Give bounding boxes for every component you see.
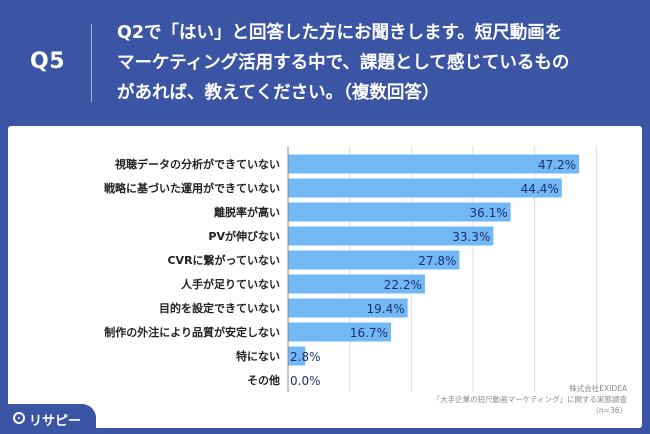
search-icon: [13, 412, 25, 424]
category-label: 離脱率が高い: [214, 205, 280, 219]
data-label: 2.8%: [290, 350, 321, 364]
category-label: 戦略に基づいた運用ができていない: [104, 181, 280, 195]
header-divider: [91, 24, 92, 102]
data-label: 33.3%: [452, 230, 490, 244]
data-label: 36.1%: [469, 206, 507, 220]
data-label: 47.2%: [538, 158, 576, 172]
question-text: Q2で「はい」と回答した方にお聞きします。短尺動画を マーケティング活用する中で…: [117, 18, 637, 108]
brand-logo-text: リサピー: [29, 414, 82, 429]
brand-logo: リサピー: [4, 404, 96, 434]
category-label: CVRに繋がっていない: [167, 253, 280, 267]
bar: [288, 202, 511, 222]
source-company: 株式会社EXIDEA: [569, 384, 627, 393]
source-sample: （n=36）: [591, 406, 627, 415]
data-label: 27.8%: [418, 254, 456, 268]
bar: [288, 346, 306, 366]
question-line-1: Q2で「はい」と回答した方にお聞きします。短尺動画を: [117, 23, 563, 43]
bar: [288, 274, 425, 294]
category-label: PVが伸びない: [208, 229, 280, 243]
category-label: 目的を設定できていない: [159, 301, 280, 315]
category-label: 制作の外注により品質が安定しない: [104, 325, 280, 339]
bar: [288, 322, 391, 342]
question-number: Q5: [30, 49, 66, 74]
bar: [288, 154, 580, 174]
data-label: 0.0%: [290, 374, 321, 388]
source-note: 株式会社EXIDEA 「大手企業の短尺動画マーケティング」に関する実態調査 （n…: [433, 383, 627, 416]
bar: [288, 250, 460, 270]
question-line-2: マーケティング活用する中で、課題として感じているもの: [117, 53, 570, 73]
data-label: 16.7%: [350, 326, 388, 340]
data-label: 44.4%: [521, 182, 559, 196]
question-line-3: があれば、教えてください。（複数回答）: [117, 83, 440, 103]
source-survey: 「大手企業の短尺動画マーケティング」に関する実態調査: [432, 395, 627, 404]
chart-panel: 視聴データの分析ができていない 47.2% 戦略に基づいた運用ができていない 44.4…: [8, 126, 642, 428]
category-label: 人手が足りていない: [181, 277, 280, 291]
bar: [288, 298, 408, 318]
bar: [288, 178, 562, 198]
question-header: Q5 Q2で「はい」と回答した方にお聞きします。短尺動画を マーケティング活用す…: [0, 0, 650, 122]
data-label: 22.2%: [384, 278, 422, 292]
data-label: 19.4%: [367, 302, 405, 316]
bar-chart: 視聴データの分析ができていない 47.2% 戦略に基づいた運用ができていない 44.4…: [104, 146, 597, 392]
bar: [288, 226, 494, 246]
category-label: 視聴データの分析ができていない: [114, 157, 280, 171]
category-label: その他: [247, 373, 280, 387]
category-label: 特にない: [236, 349, 280, 363]
